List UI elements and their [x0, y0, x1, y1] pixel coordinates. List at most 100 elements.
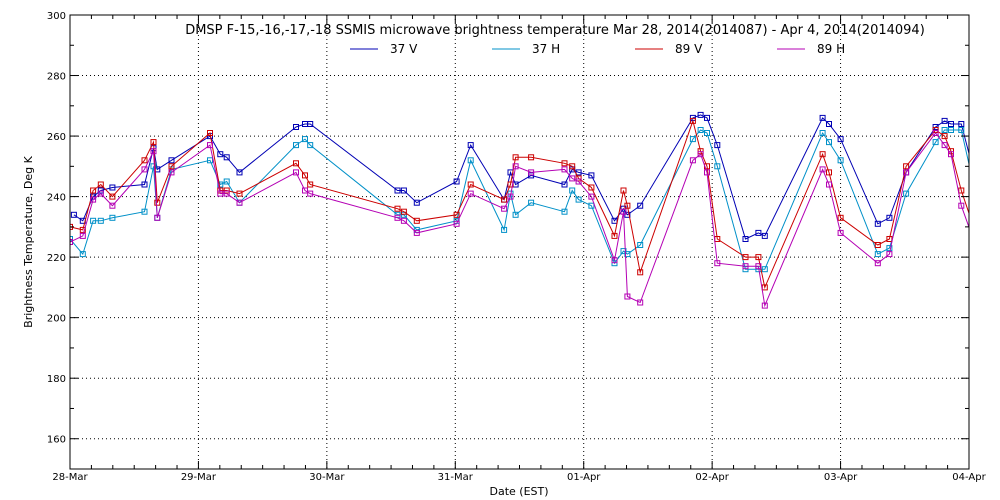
data-point-89-v: [236, 190, 243, 197]
series-line-89-h: [70, 132, 969, 308]
data-point-89-h: [207, 142, 213, 149]
data-point-89-h: [637, 299, 644, 306]
data-point-37-v: [223, 154, 230, 161]
data-point-89-h: [826, 181, 832, 188]
data-point-89-h: [755, 263, 762, 270]
data-point-89-v: [207, 130, 213, 136]
data-point-37-v: [637, 202, 644, 209]
data-point-89-v: [620, 187, 627, 194]
data-point-89-v: [637, 269, 644, 276]
data-point-89-v: [575, 175, 582, 182]
y-tick-label: 160: [47, 435, 66, 446]
data-point-89-h: [293, 169, 299, 176]
data-point-89-v: [528, 154, 535, 161]
data-point-89-v: [837, 214, 844, 221]
data-point-89-h: [501, 205, 508, 212]
data-point-37-v: [467, 142, 474, 149]
data-point-89-h: [697, 151, 704, 158]
data-point-37-v: [697, 111, 704, 118]
x-tick-label: 28-Mar: [52, 472, 88, 483]
data-point-89-h: [837, 229, 844, 236]
data-point-89-v: [874, 242, 881, 248]
data-point-89-h: [236, 199, 243, 206]
data-point-37-v: [874, 220, 881, 227]
series-line-89-v: [70, 119, 969, 290]
data-point-89-h: [150, 148, 157, 155]
x-tick-label: 04-Apr: [952, 472, 986, 483]
plot-frame: [69, 14, 970, 470]
data-point-37-h: [302, 136, 308, 143]
data-point-89-v: [903, 163, 910, 170]
data-point-37-h: [837, 157, 844, 164]
data-point-37-v: [168, 157, 175, 164]
data-point-89-v: [501, 196, 508, 203]
data-point-37-h: [109, 214, 116, 221]
data-point-37-h: [624, 251, 631, 258]
data-point-89-h: [217, 190, 224, 197]
data-point-89-v: [588, 184, 595, 191]
data-point-89-h: [512, 163, 519, 170]
data-point-37-h: [761, 266, 768, 273]
y-tick-labels: 160 180 200 220 240 260 280 300: [47, 11, 66, 446]
data-point-37-v: [624, 211, 631, 218]
data-point-89-v: [293, 160, 299, 167]
data-point-89-v: [958, 187, 965, 194]
data-point-89-v: [611, 232, 618, 239]
data-point-37-v: [742, 236, 749, 242]
x-tick-label: 31-Mar: [438, 472, 474, 483]
data-point-37-v: [704, 114, 710, 121]
x-tick-label: 30-Mar: [309, 472, 345, 483]
grid-lines: [70, 15, 969, 469]
data-point-89-v: [467, 181, 474, 188]
legend-label-89-h: 89 H: [817, 42, 845, 56]
data-point-37-v: [714, 142, 721, 149]
data-point-89-v: [302, 172, 308, 179]
data-point-89-h: [561, 166, 568, 173]
data-point-37-h: [512, 211, 519, 218]
data-point-37-h: [903, 190, 910, 197]
data-point-37-h: [79, 251, 86, 258]
data-point-37-h: [223, 178, 230, 185]
y-tick-label: 240: [47, 193, 66, 204]
series-37-v: [70, 111, 984, 242]
data-point-89-h: [400, 217, 407, 224]
data-point-37-v: [886, 214, 893, 221]
data-point-89-v: [168, 163, 175, 170]
data-point-89-h: [874, 260, 881, 267]
legend: 37 V 37 H 89 V 89 H: [350, 42, 845, 56]
data-point-37-h: [569, 187, 576, 194]
data-point-89-v: [394, 205, 401, 212]
data-point-37-h: [293, 142, 299, 149]
data-point-89-h: [958, 202, 965, 209]
data-point-37-h: [819, 130, 826, 136]
data-point-37-h: [948, 127, 954, 133]
data-point-89-v: [941, 133, 948, 140]
data-point-89-v: [90, 187, 97, 194]
data-point-37-h: [97, 217, 104, 224]
data-point-37-v: [453, 178, 460, 185]
data-point-89-h: [819, 166, 826, 173]
data-point-89-v: [79, 226, 86, 233]
data-point-89-v: [97, 181, 104, 188]
data-point-89-h: [704, 169, 710, 176]
data-point-37-v: [217, 151, 224, 158]
x-axis-label: Date (EST): [489, 485, 548, 498]
data-point-89-h: [624, 293, 631, 300]
data-point-37-v: [979, 200, 984, 205]
data-point-37-h: [826, 139, 832, 146]
data-point-37-v: [588, 172, 595, 179]
data-point-89-v: [886, 236, 893, 242]
data-point-89-h: [307, 190, 314, 197]
data-point-89-h: [948, 151, 954, 158]
data-point-37-v: [70, 211, 77, 218]
data-point-89-v: [307, 181, 314, 188]
legend-label-89-v: 89 V: [675, 42, 703, 56]
data-point-89-h: [90, 196, 97, 203]
chart-title: DMSP F-15,-16,-17,-18 SSMIS microwave br…: [185, 23, 925, 38]
data-point-89-h: [569, 175, 576, 182]
data-point-89-v: [154, 199, 161, 206]
data-point-89-h: [689, 157, 696, 164]
data-point-89-h: [742, 263, 749, 270]
series-layer: [70, 111, 984, 309]
data-point-89-v: [569, 163, 576, 170]
